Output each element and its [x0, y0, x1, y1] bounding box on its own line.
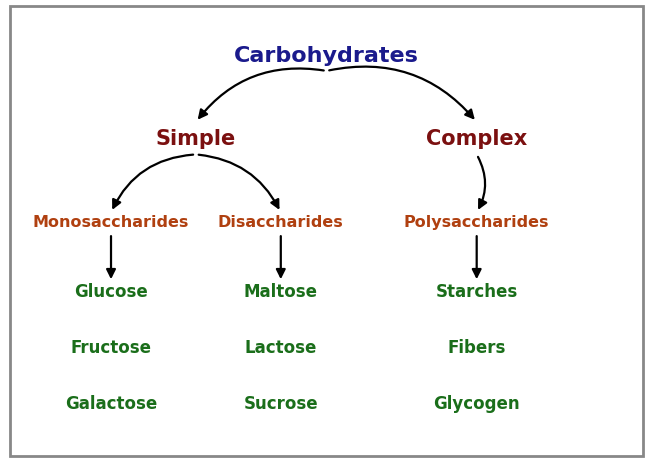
Text: Maltose: Maltose	[244, 283, 318, 300]
Text: Galactose: Galactose	[65, 394, 157, 412]
Text: Disaccharides: Disaccharides	[218, 215, 343, 230]
Text: Monosaccharides: Monosaccharides	[33, 215, 189, 230]
Text: Polysaccharides: Polysaccharides	[404, 215, 549, 230]
Text: Lactose: Lactose	[245, 338, 317, 356]
Text: Starches: Starches	[436, 283, 518, 300]
Text: Simple: Simple	[156, 129, 236, 149]
Text: Complex: Complex	[426, 129, 528, 149]
Text: Fructose: Fructose	[71, 338, 151, 356]
Text: Glycogen: Glycogen	[434, 394, 520, 412]
Text: Sucrose: Sucrose	[244, 394, 318, 412]
Text: Glucose: Glucose	[74, 283, 148, 300]
Text: Fibers: Fibers	[447, 338, 506, 356]
Text: Carbohydrates: Carbohydrates	[234, 45, 419, 66]
